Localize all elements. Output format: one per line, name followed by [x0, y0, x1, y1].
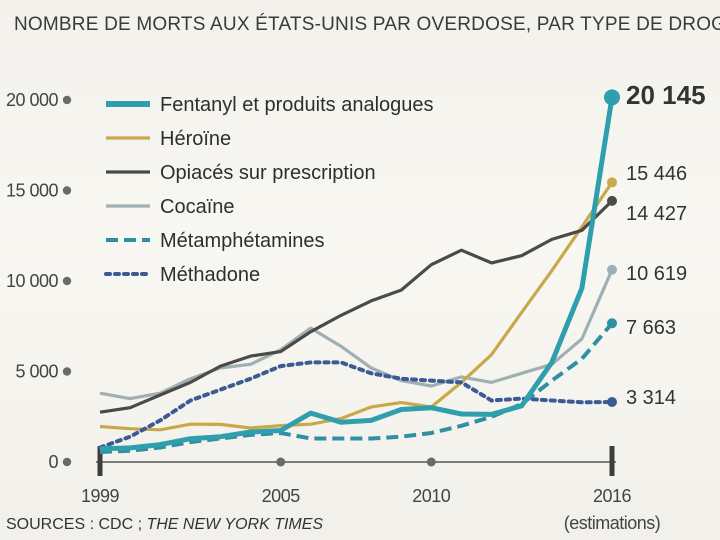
chart-axes: 0 5 000 10 000 15 000 20 000 1999 2005 2010 2016… [6, 90, 661, 533]
x-note-label: (estimations) [564, 513, 661, 533]
series-line-5 [98, 360, 614, 450]
y-tick-label-2: 10 000 [6, 271, 59, 291]
x-tick-dot-1 [276, 457, 286, 467]
legend-label-3: Cocaïne [160, 196, 235, 218]
y-tick-label-1: 5 000 [15, 362, 58, 382]
y-tick-dot-4 [62, 95, 72, 105]
chart-source: SOURCES : CDC ; THE NEW YORK TIMES [6, 516, 323, 534]
y-tick-dot-3 [62, 186, 72, 195]
source-name: THE NEW YORK TIMES [146, 516, 324, 533]
series-endpoint-2 [607, 195, 617, 206]
y-tick-dot-0 [62, 457, 72, 467]
source-prefix: SOURCES : CDC ; [6, 516, 147, 533]
legend-label-1: Héroïne [160, 128, 231, 150]
series-line-3 [99, 269, 614, 401]
legend-label-2: Opiacés sur prescription [160, 162, 376, 184]
legend-label-4: Métamphétamines [160, 230, 325, 252]
x-tick-label-1: 2005 [262, 486, 301, 506]
legend-label-0: Fentanyl et produits analogues [160, 94, 434, 116]
y-tick-dot-1 [62, 367, 72, 376]
end-label-2: 14 427 [626, 203, 687, 225]
x-tick-bar-3 [609, 446, 615, 476]
chart-lines [98, 89, 620, 454]
x-tick-bar-0 [97, 446, 103, 476]
series-endpoint-0 [604, 89, 620, 106]
series-endpoint-5 [607, 397, 617, 408]
end-label-1: 15 446 [626, 163, 687, 185]
y-tick-label-3: 15 000 [6, 181, 59, 201]
end-label-0: 20 145 [626, 80, 706, 110]
series-endpoint-1 [607, 177, 617, 188]
chart-legend: Fentanyl et produits analogues Héroïne Opi… [104, 94, 434, 286]
x-tick-label-3: 2016 [593, 486, 632, 506]
end-label-5: 3 314 [626, 387, 676, 409]
chart-title: NOMBRE DE MORTS AUX ÉTATS-UNIS PAR OVERD… [14, 14, 720, 35]
end-label-3: 10 619 [626, 263, 687, 285]
end-label-4: 7 663 [626, 317, 676, 339]
y-tick-label-0: 0 [48, 452, 58, 472]
legend-label-5: Méthadone [160, 264, 260, 286]
y-tick-label-4: 20 000 [6, 90, 59, 110]
x-tick-dot-2 [426, 457, 436, 467]
series-endpoint-3 [607, 264, 617, 275]
x-tick-label-0: 1999 [81, 486, 120, 506]
chart-end-labels: 20 145 15 446 14 427 10 619 7 663 3 314 [626, 80, 706, 409]
series-endpoint-4 [607, 318, 617, 329]
series-line-1 [99, 181, 614, 432]
y-tick-dot-2 [62, 276, 72, 286]
x-tick-label-2: 2010 [412, 486, 451, 506]
series-line-2 [99, 199, 614, 414]
series-line-0 [99, 97, 615, 452]
